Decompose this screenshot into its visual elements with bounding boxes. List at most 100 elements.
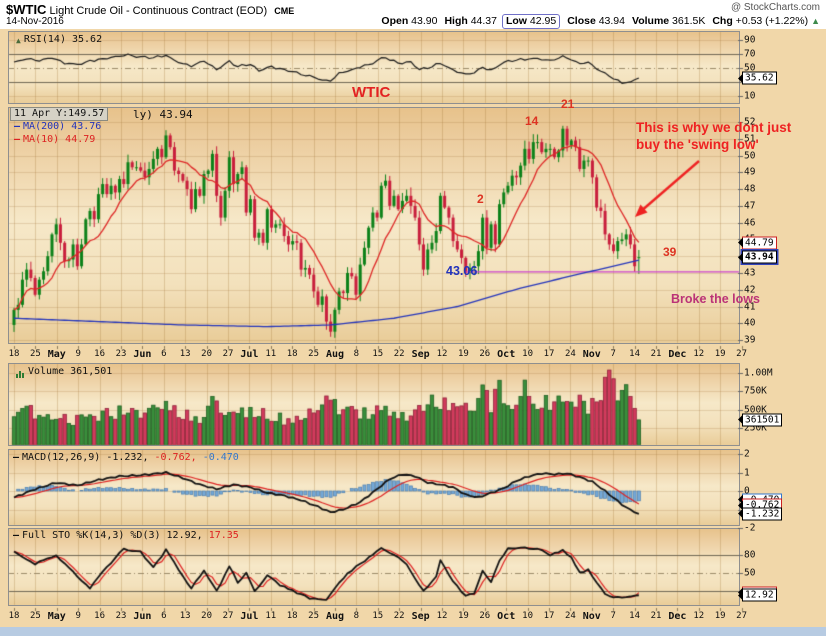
date-tick-6-row1: 6 bbox=[161, 611, 167, 621]
date-tick-16-row0: 16 bbox=[94, 349, 106, 359]
date-tick-22-row0: 22 bbox=[393, 349, 405, 359]
rsi-axis-70: 70 bbox=[744, 48, 756, 60]
date-tick-11-row1: 11 bbox=[265, 611, 277, 621]
price-axis-40: 40 bbox=[744, 317, 756, 329]
date-tick-21-row0: 21 bbox=[650, 349, 662, 359]
date-tick-14-row1: 14 bbox=[629, 611, 641, 621]
value-tag--0.762: -0.762 bbox=[742, 498, 783, 512]
sto-axis-20: 20 bbox=[744, 585, 756, 597]
value-tag-12.92: 12.92 bbox=[742, 588, 777, 602]
date-tick-9-row0: 9 bbox=[75, 349, 81, 359]
volume-panel[interactable] bbox=[8, 363, 740, 446]
ticker-symbol: $WTIC bbox=[6, 2, 47, 17]
quote-field-close: Close 43.94 bbox=[567, 15, 625, 27]
value-tag-43.94: 43.94 bbox=[742, 250, 777, 264]
date-tick-22-row1: 22 bbox=[393, 611, 405, 621]
sto-axis-50: 50 bbox=[744, 567, 756, 579]
price-axis-39: 39 bbox=[744, 334, 756, 346]
date-tick-18-row0: 18 bbox=[8, 349, 20, 359]
date-tick-jun-row1: Jun bbox=[133, 611, 152, 622]
date-tick-12-row0: 12 bbox=[436, 349, 448, 359]
quote-field-chg: Chg +0.53 (+1.22%) bbox=[712, 15, 809, 27]
date-tick-8-row1: 8 bbox=[353, 611, 360, 621]
price-axis-47: 47 bbox=[744, 200, 756, 212]
bottom-scroll-strip bbox=[0, 627, 826, 636]
rsi-panel[interactable] bbox=[8, 31, 740, 104]
date-tick-26-row1: 26 bbox=[479, 611, 491, 621]
date-tick-17-row0: 17 bbox=[543, 349, 555, 359]
date-tick-aug-row1: Aug bbox=[325, 611, 345, 622]
date-tick-oct-row0: Oct bbox=[497, 349, 516, 360]
date-tick-nov-row0: Nov bbox=[582, 349, 601, 360]
value-tag-44.79: 44.79 bbox=[742, 236, 777, 250]
date-tick-18-row1: 18 bbox=[8, 611, 20, 621]
date-tick-27-row1: 27 bbox=[222, 611, 234, 621]
date-tick-6-row0: 6 bbox=[161, 349, 167, 359]
macd-axis-1: 1 bbox=[744, 467, 750, 478]
price-axis-41: 41 bbox=[744, 301, 756, 312]
date-tick-may-row0: May bbox=[47, 349, 66, 360]
price-axis-42: 42 bbox=[744, 284, 756, 296]
date-tick-26-row0: 26 bbox=[479, 349, 491, 359]
date-tick-27-row0: 27 bbox=[222, 349, 234, 359]
stockcharts-credit: @ StockCharts.com bbox=[730, 2, 820, 13]
price-axis-46: 46 bbox=[744, 217, 756, 229]
date-tick-dec-row1: Dec bbox=[668, 611, 687, 622]
rsi-axis-30: 30 bbox=[744, 76, 756, 88]
price-axis-43: 43 bbox=[744, 267, 756, 279]
date-tick-jul-row0: Jul bbox=[240, 349, 259, 360]
chart-title-line: $WTIC Light Crude Oil - Continuous Contr… bbox=[6, 2, 294, 17]
value-tag-35.62: 35.62 bbox=[742, 71, 777, 85]
macd-axis-2: 2 bbox=[744, 448, 750, 460]
date-tick-27-row1: 27 bbox=[736, 611, 748, 621]
date-tick-10-row1: 10 bbox=[522, 611, 534, 621]
date-tick-8-row0: 8 bbox=[353, 349, 360, 359]
date-tick-17-row1: 17 bbox=[543, 611, 555, 621]
rsi-axis-90: 90 bbox=[744, 34, 756, 46]
price-axis-51: 51 bbox=[744, 133, 756, 145]
value-tag-17.35: 17.35 bbox=[742, 586, 777, 600]
date-tick-23-row1: 23 bbox=[115, 611, 127, 621]
date-tick-15-row0: 15 bbox=[372, 349, 384, 359]
date-tick-20-row1: 20 bbox=[201, 611, 213, 621]
date-tick-19-row0: 19 bbox=[457, 349, 469, 359]
date-tick-sep-row0: Sep bbox=[411, 349, 430, 360]
quote-field-high: High 44.37 bbox=[444, 15, 497, 27]
date-tick-19-row0: 19 bbox=[714, 349, 726, 359]
date-tick-19-row1: 19 bbox=[457, 611, 469, 621]
quote-field-low: Low 42.95 bbox=[501, 14, 561, 29]
value-tag--1.232: -1.232 bbox=[742, 507, 783, 521]
date-tick-25-row1: 25 bbox=[308, 611, 320, 621]
date-tick-18-row1: 18 bbox=[286, 611, 298, 621]
price-panel[interactable] bbox=[8, 107, 740, 344]
price-axis-45: 45 bbox=[744, 233, 756, 245]
date-tick-23-row0: 23 bbox=[115, 349, 127, 359]
date-tick-21-row1: 21 bbox=[650, 611, 662, 621]
date-tick-12-row0: 12 bbox=[693, 349, 705, 359]
date-tick-7-row1: 7 bbox=[610, 611, 616, 621]
date-tick-jun-row0: Jun bbox=[133, 349, 152, 360]
date-tick-19-row1: 19 bbox=[714, 611, 726, 621]
date-tick-24-row0: 24 bbox=[564, 349, 576, 359]
macd-panel[interactable] bbox=[8, 449, 740, 526]
chart-header: $WTIC Light Crude Oil - Continuous Contr… bbox=[0, 0, 826, 29]
date-tick-dec-row0: Dec bbox=[668, 349, 687, 360]
rsi-axis-10: 10 bbox=[744, 90, 756, 102]
instrument-title: Light Crude Oil - Continuous Contract (E… bbox=[49, 5, 268, 17]
value-tag--0.470: -0.470 bbox=[742, 493, 783, 507]
date-tick-27-row0: 27 bbox=[736, 349, 748, 359]
date-tick-20-row0: 20 bbox=[201, 349, 213, 359]
price-axis-48: 48 bbox=[744, 183, 756, 195]
quote-line: Open 43.90 High 44.37 Low 42.95 Close 43.94… bbox=[374, 14, 820, 29]
date-tick-aug-row0: Aug bbox=[325, 349, 345, 360]
exchange-label: CME bbox=[274, 6, 295, 16]
date-tick-25-row1: 25 bbox=[29, 611, 41, 621]
date-tick-9-row1: 9 bbox=[75, 611, 81, 621]
date-tick-12-row1: 12 bbox=[693, 611, 705, 621]
value-tag-361501: 361501 bbox=[742, 413, 783, 427]
date-tick-jul-row1: Jul bbox=[240, 611, 259, 622]
date-tick-18-row0: 18 bbox=[286, 349, 298, 359]
stochastic-panel[interactable] bbox=[8, 528, 740, 606]
chart-date: 14-Nov-2016 bbox=[6, 16, 64, 27]
